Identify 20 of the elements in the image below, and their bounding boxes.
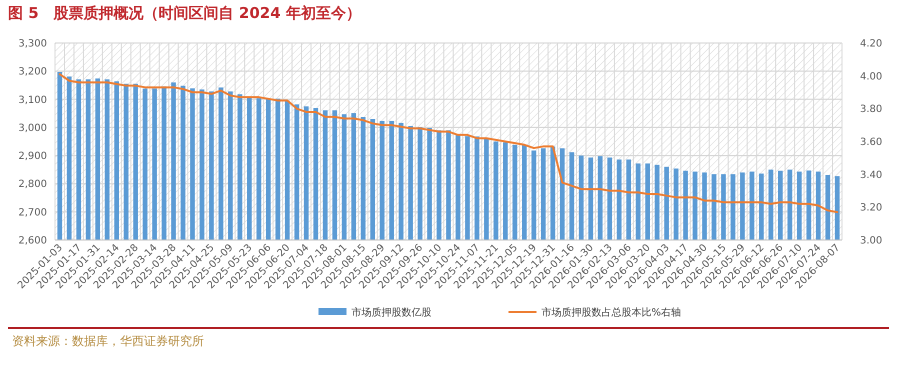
legend-label: 市场质押股数亿股: [352, 306, 432, 318]
y-tick-label: 2,900: [18, 151, 47, 162]
y2-tick-label: 3.40: [860, 170, 882, 181]
y-tick-label: 3,100: [18, 94, 47, 106]
y-tick-label: 3,200: [18, 66, 47, 78]
chart-title: 图 5 股票质押概况（时间区间自 2024 年初至今）: [8, 4, 361, 22]
text: 资料来源：数据库，华西证券研究所: [12, 334, 204, 348]
y-tick-label: 3,300: [18, 38, 47, 50]
y-tick-label: 2,700: [18, 207, 47, 218]
y-tick-label: 2,800: [18, 179, 47, 190]
y2-tick-label: 4.00: [860, 71, 882, 82]
y-tick-label: 3,000: [18, 122, 47, 134]
y2-tick-label: 3.60: [860, 137, 882, 148]
y2-tick-label: 3.00: [860, 236, 882, 246]
legend-label: 市场质押股数占总股本比%右轴: [542, 306, 682, 318]
y2-tick-label: 3.20: [860, 202, 882, 214]
y2-tick-label: 4.20: [860, 38, 882, 50]
y-tick-label: 2,600: [18, 236, 47, 246]
y2-tick-label: 3.80: [860, 104, 882, 116]
line-series: [58, 73, 838, 214]
